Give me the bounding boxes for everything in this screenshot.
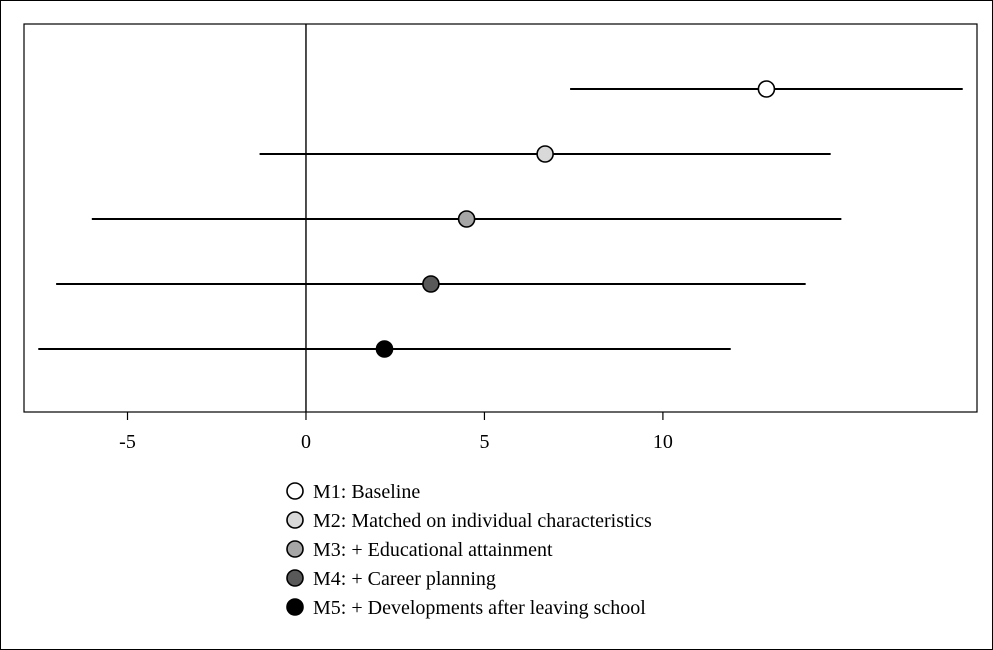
x-tick-label: -5 [119,431,136,453]
plot-area [23,23,978,413]
point-estimate-m5 [375,340,394,358]
point-estimate-m4 [422,275,440,293]
legend-marker-m5 [286,598,304,616]
x-tick-label: 10 [653,431,673,453]
legend-marker-m1 [286,482,304,500]
legend-marker-m3 [286,540,304,558]
x-tick-label: 5 [479,431,489,453]
legend-marker-m4 [286,569,304,587]
legend-label-m5: M5: + Developments after leaving school [313,597,646,619]
legend-marker-m2 [286,511,304,529]
point-estimate-m2 [536,145,554,163]
x-tick-label: 0 [301,431,311,453]
legend-label-m1: M1: Baseline [313,481,420,503]
point-estimate-m3 [457,210,476,228]
legend-label-m2: M2: Matched on individual characteristic… [313,510,652,532]
point-estimate-m1 [757,80,776,98]
legend-label-m3: M3: + Educational attainment [313,539,553,561]
legend-label-m4: M4: + Career planning [313,568,496,590]
